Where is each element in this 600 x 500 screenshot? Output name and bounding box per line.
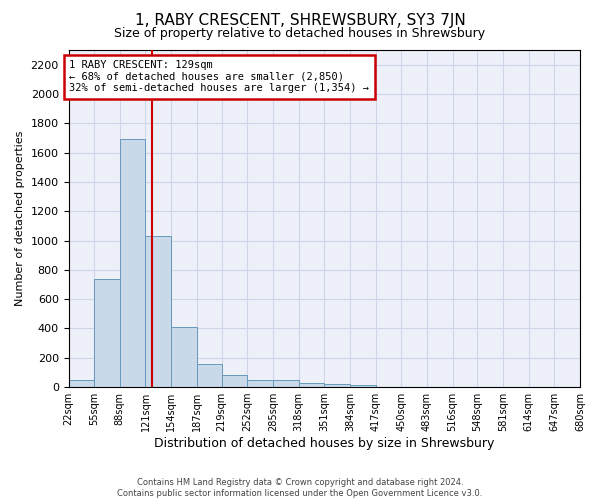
Text: 1 RABY CRESCENT: 129sqm
← 68% of detached houses are smaller (2,850)
32% of semi: 1 RABY CRESCENT: 129sqm ← 68% of detache… <box>70 60 370 94</box>
Bar <box>299 382 324 387</box>
X-axis label: Distribution of detached houses by size in Shrewsbury: Distribution of detached houses by size … <box>154 437 494 450</box>
Y-axis label: Number of detached properties: Number of detached properties <box>15 131 25 306</box>
Bar <box>197 364 223 387</box>
Bar <box>273 380 299 387</box>
Bar <box>94 278 120 387</box>
Bar <box>120 140 145 387</box>
Bar <box>171 327 197 387</box>
Bar <box>68 380 94 387</box>
Text: 1, RABY CRESCENT, SHREWSBURY, SY3 7JN: 1, RABY CRESCENT, SHREWSBURY, SY3 7JN <box>134 12 466 28</box>
Bar <box>145 236 171 387</box>
Text: Contains HM Land Registry data © Crown copyright and database right 2024.
Contai: Contains HM Land Registry data © Crown c… <box>118 478 482 498</box>
Bar <box>221 374 247 387</box>
Bar <box>350 385 376 387</box>
Bar <box>247 380 273 387</box>
Bar <box>324 384 350 387</box>
Text: Size of property relative to detached houses in Shrewsbury: Size of property relative to detached ho… <box>115 28 485 40</box>
